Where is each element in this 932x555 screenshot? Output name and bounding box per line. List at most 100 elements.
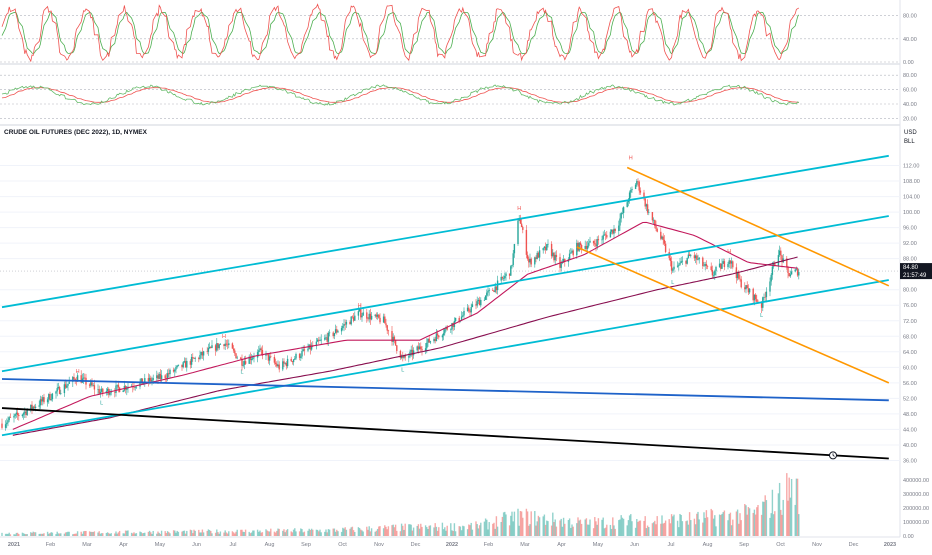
volume-bar	[181, 531, 183, 536]
volume-bar	[622, 518, 625, 536]
volume-bar	[266, 530, 268, 536]
volume-bar	[644, 516, 646, 536]
candle-body	[175, 366, 177, 370]
volume-bar	[537, 515, 540, 536]
volume-bar	[638, 520, 640, 536]
volume-bar	[223, 532, 225, 536]
volume-bar	[325, 529, 327, 536]
price-panel[interactable]: H L H L H L H H L H L	[1, 154, 890, 460]
volume-bar	[141, 533, 144, 536]
volume-bar	[193, 529, 195, 536]
candle-body	[400, 355, 403, 358]
volume-bar	[424, 525, 427, 536]
volume-bar	[687, 524, 690, 536]
volume-bar	[234, 533, 236, 536]
volume-bar	[391, 525, 393, 536]
time-tick-label: Jul	[667, 542, 674, 548]
candle-body	[349, 321, 351, 325]
candle-body	[106, 388, 109, 392]
candle-body	[740, 279, 742, 288]
volume-bar	[190, 530, 193, 536]
candle-body	[722, 261, 724, 264]
volume-bar	[595, 521, 597, 536]
swing-label-l: L	[401, 367, 404, 373]
volume-bar	[637, 521, 639, 536]
time-tick-label: Jun	[630, 542, 639, 548]
volume-bar	[242, 531, 244, 536]
candle-body	[606, 235, 608, 238]
rsi-panel[interactable]: 80.00 60.00 40.00 20.00	[0, 73, 917, 122]
candle-body	[147, 378, 150, 382]
volume-bar	[781, 514, 783, 536]
volume-bar	[75, 533, 78, 536]
candle-body	[493, 290, 495, 292]
candle-body	[584, 245, 586, 249]
candle-body	[570, 252, 572, 254]
candle-body	[43, 397, 45, 403]
candle-body	[654, 219, 656, 226]
swing-label-h: H	[76, 369, 80, 375]
candle-body	[636, 181, 638, 185]
time-tick-label: Sep	[739, 542, 749, 548]
volume-bar	[400, 523, 403, 536]
candle-body	[42, 397, 44, 402]
volume-bar	[668, 519, 670, 536]
volume-bar	[454, 531, 457, 536]
candle-body	[495, 286, 498, 291]
volume-bar	[404, 523, 406, 536]
volume-bar	[501, 516, 504, 536]
volume-bar	[318, 531, 320, 536]
candle-body	[669, 258, 672, 262]
candle-body	[98, 389, 100, 394]
volume-bar	[672, 516, 674, 536]
candle-body	[403, 355, 405, 358]
candle-body	[159, 373, 162, 379]
candle-body	[250, 358, 253, 361]
candle-body	[31, 404, 33, 409]
volume-bar	[475, 521, 477, 536]
volume-bar	[679, 513, 681, 536]
volume-bar	[578, 520, 580, 536]
candle-body	[49, 393, 51, 401]
volume-bar	[46, 531, 49, 536]
volume-bar	[711, 510, 714, 536]
volume-panel[interactable]: 400000.00 300000.00 200000.00 100000.00 0.00	[1, 473, 929, 540]
osc-level-label: 20.00	[903, 116, 917, 122]
candle-body	[84, 377, 86, 379]
volume-bar	[757, 505, 759, 536]
time-tick-label: 2021	[8, 542, 20, 548]
volume-bar	[295, 531, 297, 536]
candle-body	[168, 373, 170, 375]
candle-body	[492, 289, 494, 291]
volume-bar	[660, 523, 662, 536]
time-tick-label: May	[593, 542, 604, 548]
candle-body	[328, 332, 331, 334]
volume-bar	[243, 532, 246, 536]
candle-body	[589, 240, 591, 243]
volume-bar	[208, 530, 211, 536]
volume-bar	[744, 504, 746, 536]
volume-bar	[584, 519, 586, 536]
candle-body	[580, 245, 583, 249]
stochastic-panel[interactable]: 80.00 40.00 0.00	[0, 3, 917, 66]
volume-bar	[320, 532, 322, 536]
volume-bar	[681, 521, 684, 536]
volume-bar	[16, 532, 19, 536]
candle-body	[656, 228, 658, 232]
candle-body	[326, 337, 328, 342]
time-axis[interactable]: 2021 Feb Mar Apr May Jun Jul Aug Sep Oct Nov Dec 202…	[8, 542, 896, 548]
volume-bar	[580, 523, 583, 536]
candle-body	[391, 331, 393, 342]
candle-body	[777, 255, 780, 266]
candle-body	[135, 386, 138, 388]
candle-body	[16, 412, 19, 415]
volume-bar	[147, 531, 150, 536]
volume-bar	[392, 524, 394, 536]
price-tick-label: 48.00	[903, 412, 917, 418]
volume-bar	[81, 533, 84, 536]
volume-bar	[442, 529, 445, 536]
price-axis[interactable]: 112.00 108.00 104.00 100.00 96.00 92.00 88.00 8…	[903, 164, 920, 465]
candle-body	[301, 350, 303, 357]
volume-bar	[324, 531, 326, 536]
